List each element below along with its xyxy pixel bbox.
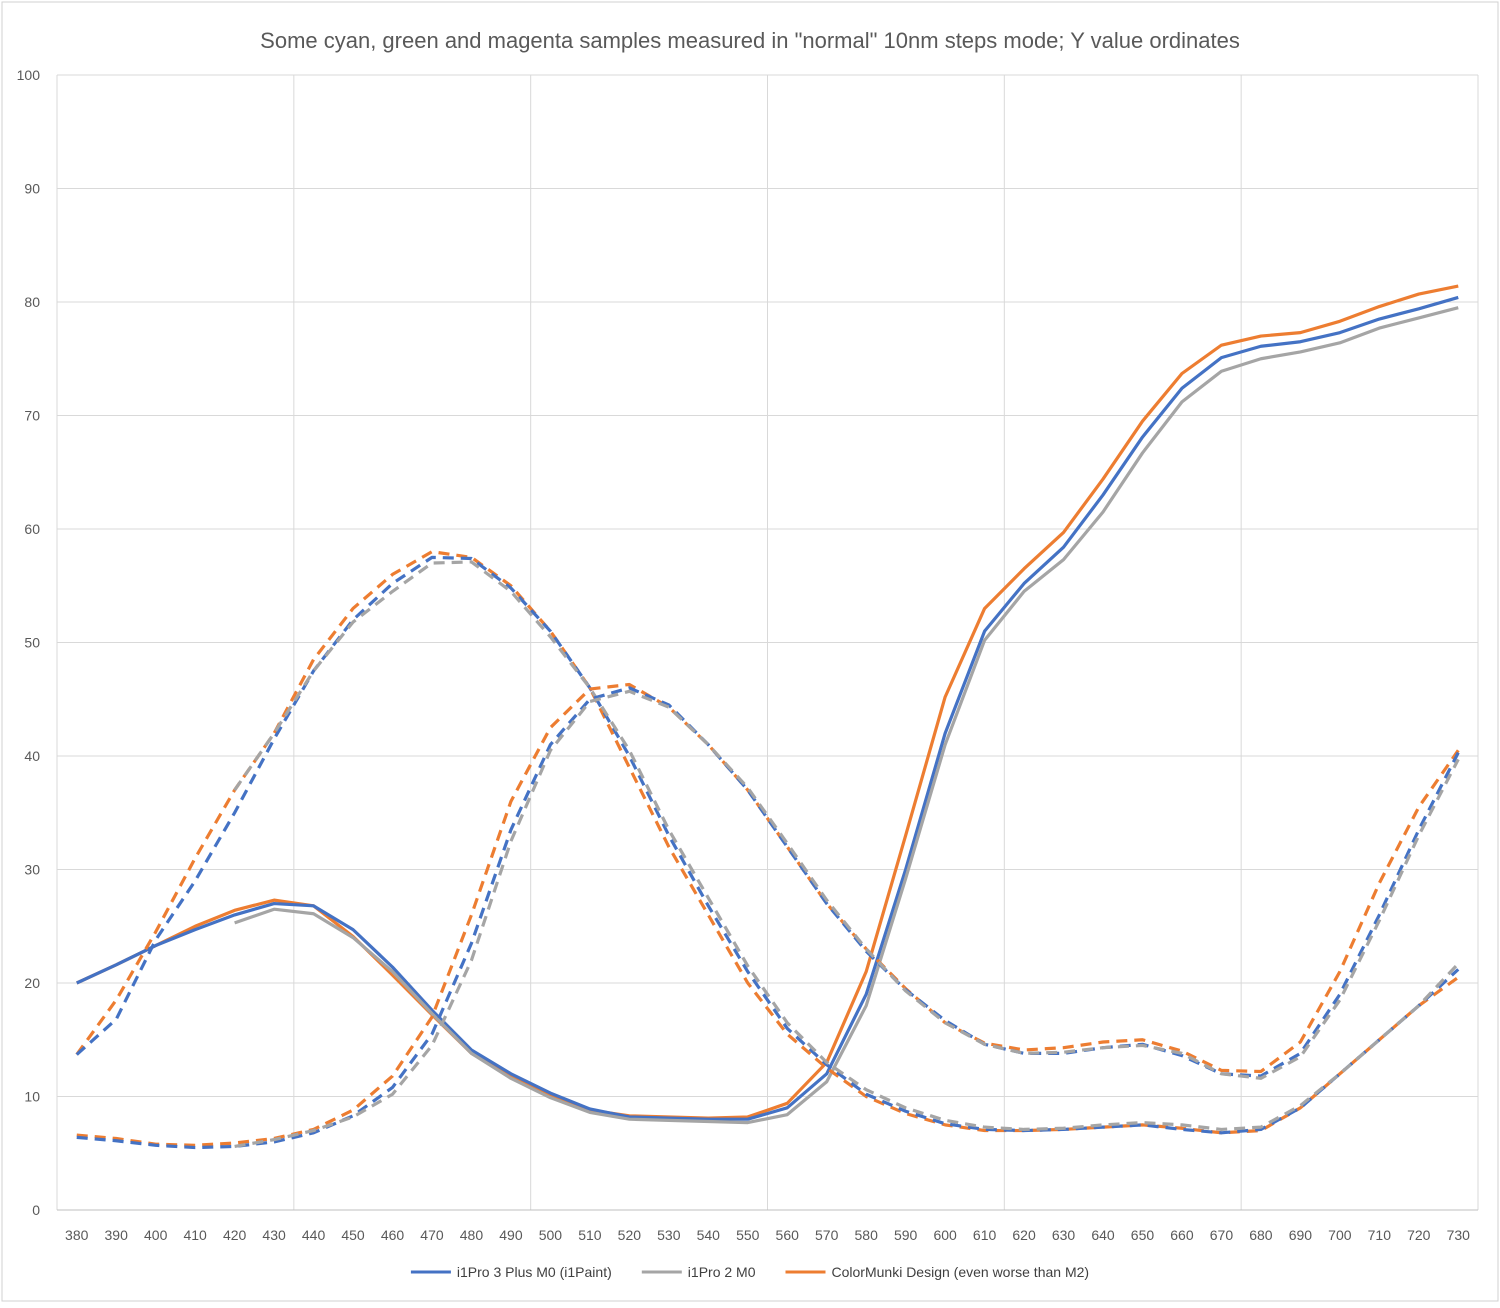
legend-item-2: ColorMunki Design (even worse than M2) bbox=[785, 1264, 1090, 1280]
x-tick-label-420: 420 bbox=[223, 1227, 247, 1243]
x-tick-label-640: 640 bbox=[1091, 1227, 1115, 1243]
legend-item-0: i1Pro 3 Plus M0 (i1Paint) bbox=[410, 1264, 612, 1280]
x-tick-label-700: 700 bbox=[1328, 1227, 1352, 1243]
x-tick-label-410: 410 bbox=[183, 1227, 207, 1243]
y-tick-label-50: 50 bbox=[24, 635, 40, 651]
chart-title: Some cyan, green and magenta samples mea… bbox=[260, 28, 1240, 53]
y-tick-label-70: 70 bbox=[24, 408, 40, 424]
x-tick-label-560: 560 bbox=[776, 1227, 800, 1243]
x-tick-label-430: 430 bbox=[262, 1227, 286, 1243]
x-tick-label-550: 550 bbox=[736, 1227, 760, 1243]
x-tick-label-390: 390 bbox=[105, 1227, 129, 1243]
y-tick-label-20: 20 bbox=[24, 975, 40, 991]
x-tick-label-540: 540 bbox=[697, 1227, 721, 1243]
y-tick-label-80: 80 bbox=[24, 294, 40, 310]
x-tick-label-450: 450 bbox=[341, 1227, 365, 1243]
legend-label-0: i1Pro 3 Plus M0 (i1Paint) bbox=[457, 1264, 612, 1280]
x-tick-label-710: 710 bbox=[1368, 1227, 1392, 1243]
x-tick-label-510: 510 bbox=[578, 1227, 602, 1243]
axis-layer: 0 10 20 30 40 50 60 70 80 90 100 380 390 400 410 420 430… bbox=[17, 67, 1478, 1243]
y-tick-label-40: 40 bbox=[24, 748, 40, 764]
series-layer bbox=[75, 284, 1460, 1150]
y-tick-label-30: 30 bbox=[24, 862, 40, 878]
legend-label-2: ColorMunki Design (even worse than M2) bbox=[832, 1264, 1090, 1280]
series-line-cyan-1 bbox=[233, 560, 1460, 1132]
x-tick-label-500: 500 bbox=[539, 1227, 563, 1243]
x-tick-label-380: 380 bbox=[65, 1227, 89, 1243]
x-tick-label-520: 520 bbox=[618, 1227, 642, 1243]
x-tick-label-600: 600 bbox=[933, 1227, 957, 1243]
x-tick-label-690: 690 bbox=[1289, 1227, 1313, 1243]
x-tick-label-720: 720 bbox=[1407, 1227, 1431, 1243]
x-tick-label-610: 610 bbox=[973, 1227, 997, 1243]
series-line-green-1 bbox=[234, 689, 1460, 1149]
x-tick-label-490: 490 bbox=[499, 1227, 523, 1243]
legend-item-1: i1Pro 2 M0 bbox=[641, 1264, 756, 1280]
x-tick-label-440: 440 bbox=[302, 1227, 326, 1243]
y-tick-label-90: 90 bbox=[24, 181, 40, 197]
series-line-magenta-1 bbox=[234, 306, 1459, 1125]
x-tick-label-580: 580 bbox=[855, 1227, 879, 1243]
legend-label-1: i1Pro 2 M0 bbox=[688, 1264, 756, 1280]
x-tick-label-470: 470 bbox=[420, 1227, 444, 1243]
x-tick-label-680: 680 bbox=[1249, 1227, 1273, 1243]
series-line-magenta-0 bbox=[76, 295, 1459, 1121]
x-tick-label-460: 460 bbox=[381, 1227, 405, 1243]
y-tick-label-60: 60 bbox=[24, 521, 40, 537]
series-line-green-2 bbox=[76, 682, 1460, 1147]
x-tick-label-660: 660 bbox=[1170, 1227, 1194, 1243]
legend: i1Pro 3 Plus M0 (i1Paint) i1Pro 2 M0 Color… bbox=[410, 1264, 1090, 1280]
y-tick-label-10: 10 bbox=[24, 1089, 40, 1105]
x-tick-label-530: 530 bbox=[657, 1227, 681, 1243]
x-tick-label-630: 630 bbox=[1052, 1227, 1076, 1243]
x-tick-label-620: 620 bbox=[1012, 1227, 1036, 1243]
y-tick-label-100: 100 bbox=[17, 67, 41, 83]
x-tick-label-570: 570 bbox=[815, 1227, 839, 1243]
x-tick-label-590: 590 bbox=[894, 1227, 918, 1243]
x-tick-label-670: 670 bbox=[1210, 1227, 1234, 1243]
x-tick-label-650: 650 bbox=[1131, 1227, 1155, 1243]
x-tick-label-400: 400 bbox=[144, 1227, 168, 1243]
grid-layer bbox=[56, 74, 1479, 1210]
series-line-cyan-2 bbox=[75, 550, 1460, 1135]
x-tick-label-480: 480 bbox=[460, 1227, 484, 1243]
x-tick-label-730: 730 bbox=[1447, 1227, 1471, 1243]
y-tick-label-0: 0 bbox=[32, 1202, 40, 1218]
